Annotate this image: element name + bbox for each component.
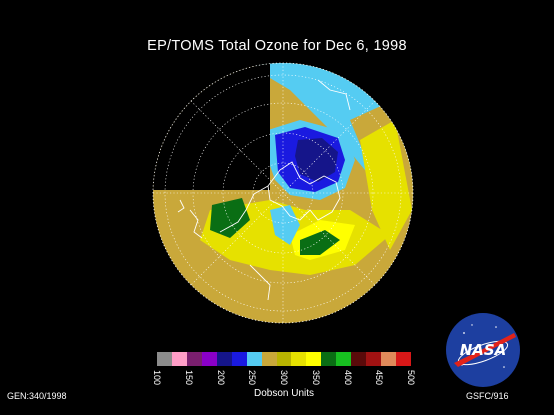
legend-swatch bbox=[291, 352, 307, 366]
peninsula-coast bbox=[219, 185, 269, 233]
logo-star bbox=[471, 324, 473, 326]
globe-outline bbox=[152, 62, 414, 324]
legend-swatch bbox=[261, 352, 277, 366]
legend-swatch bbox=[171, 352, 187, 366]
ozone-hole-core bbox=[295, 138, 338, 182]
ozone-green-west bbox=[210, 198, 250, 238]
legend-swatch bbox=[381, 352, 396, 366]
ozone-map bbox=[152, 62, 414, 324]
africa-coast bbox=[249, 264, 271, 301]
generator-code: GEN:340/1998 bbox=[7, 391, 67, 401]
meridian-135 bbox=[190, 100, 376, 286]
south-america-coast bbox=[189, 209, 203, 239]
legend-swatch bbox=[366, 352, 382, 366]
antarctica-coast bbox=[267, 161, 341, 221]
legend-units-label: Dobson Units bbox=[253, 388, 315, 399]
nasa-logo: NASA bbox=[446, 313, 520, 387]
legend-swatch bbox=[321, 352, 337, 366]
legend-swatch bbox=[216, 352, 232, 366]
logo-star bbox=[495, 326, 497, 328]
ozone-east-peak bbox=[360, 120, 412, 250]
source-code: GSFC/916 bbox=[466, 391, 509, 401]
ozone-tongue bbox=[270, 205, 300, 245]
legend-swatch bbox=[351, 352, 367, 366]
ozone-green-patch bbox=[300, 230, 340, 255]
graticule bbox=[153, 63, 413, 323]
australia-coast bbox=[317, 79, 351, 111]
islands bbox=[177, 199, 185, 213]
ozone-upper-band bbox=[250, 63, 413, 230]
lat-circle-70 bbox=[222, 132, 344, 254]
color-legend bbox=[157, 352, 411, 366]
legend-swatch bbox=[157, 352, 172, 366]
legend-swatch bbox=[276, 352, 292, 366]
logo-star bbox=[503, 366, 505, 368]
no-data-sector bbox=[153, 63, 270, 190]
lat-circle-60 bbox=[192, 102, 374, 284]
logo-star bbox=[463, 332, 465, 334]
legend-swatch bbox=[396, 352, 411, 366]
coastlines bbox=[177, 79, 351, 301]
legend-swatch bbox=[231, 352, 247, 366]
map-title: EP/TOMS Total Ozone for Dec 6, 1998 bbox=[147, 38, 407, 54]
logo-wordmark: NASA bbox=[460, 341, 507, 359]
legend-swatch bbox=[306, 352, 322, 366]
logo-vector bbox=[454, 333, 516, 367]
legend-swatch bbox=[246, 352, 262, 366]
legend-swatch bbox=[201, 352, 217, 366]
legend-swatch bbox=[186, 352, 202, 366]
legend-swatch bbox=[336, 352, 352, 366]
legend-ticks: 100 150 200 250 300 350 400 450 500 bbox=[152, 370, 416, 390]
lat-circle-50 bbox=[164, 74, 402, 312]
